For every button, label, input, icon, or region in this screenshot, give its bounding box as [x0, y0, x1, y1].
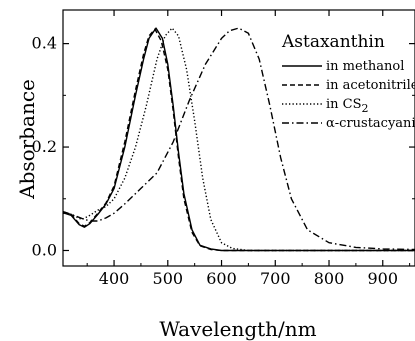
legend-label-text: in acetonitrile [326, 78, 415, 93]
series-line-4 [62, 27, 415, 251]
legend: Astaxanthin in methanol in acetonitrile in… [281, 32, 415, 131]
y-axis-title: Absorbance [15, 79, 39, 200]
x-axis-title: Wavelength/nm [159, 317, 316, 341]
x-tick-label: 400 [99, 269, 130, 288]
y-tick-label: 0.2 [32, 137, 57, 156]
x-tick-label: 600 [206, 269, 237, 288]
legend-label-subscript: 2 [362, 102, 369, 115]
y-tick-label: 0.4 [32, 34, 57, 53]
legend-label: α-crustacyanin [326, 116, 415, 131]
series-line-3 [62, 27, 415, 252]
legend-label-text: in methanol [326, 59, 404, 74]
y-axis: 0.0 0.2 0.4 [32, 34, 415, 259]
series-lines [62, 27, 415, 252]
legend-label-text: α-crustacyanin [326, 116, 415, 131]
x-tick-label: 900 [367, 269, 398, 288]
x-axis: 400 500 600 700 800 900 [86, 10, 411, 288]
legend-title: Astaxanthin [281, 32, 385, 52]
legend-label: in methanol [326, 59, 404, 74]
x-tick-label: 700 [260, 269, 291, 288]
legend-label: in CS2 [326, 97, 369, 115]
x-tick-label: 800 [314, 269, 345, 288]
legend-label-text: in CS [326, 97, 362, 112]
x-tick-label: 500 [153, 269, 184, 288]
y-tick-label: 0.0 [32, 240, 57, 259]
plot-frame [62, 9, 415, 267]
legend-label: in acetonitrile [326, 78, 415, 93]
